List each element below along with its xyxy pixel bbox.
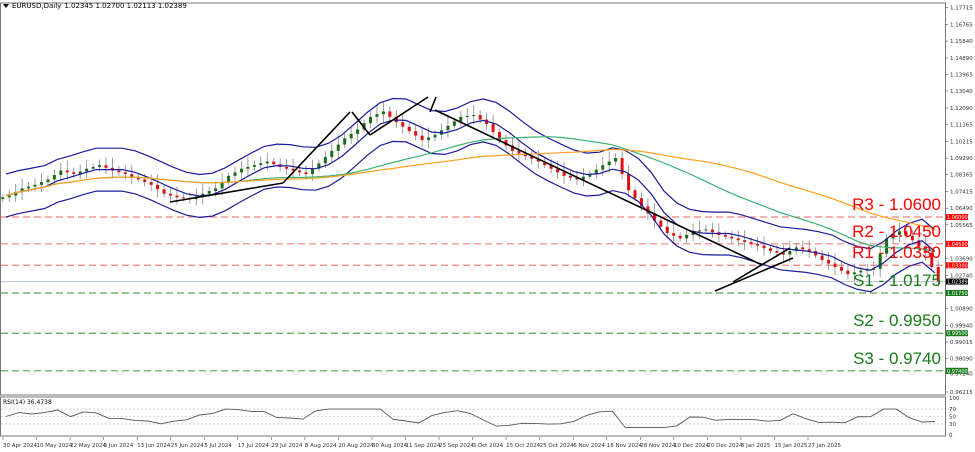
dropdown-triangle-icon[interactable] — [3, 4, 9, 8]
price-axis-label: 1.15840 — [950, 39, 973, 45]
level-price-tag: 1.01750 — [947, 291, 968, 297]
date-axis-label: 11 Sep 2024 — [406, 443, 441, 449]
rsi-axis-label: 0 — [949, 433, 953, 439]
date-axis-label: 29 Jul 2024 — [271, 443, 303, 449]
level-label-s1: S1 - 1.0175 — [853, 271, 941, 290]
level-price-tag: 0.97400 — [947, 369, 968, 375]
price-axis-label: 1.09290 — [950, 156, 973, 162]
price-axis-label: 1.00890 — [950, 306, 973, 312]
trendline — [369, 96, 429, 136]
price-axis-label: 1.08365 — [950, 173, 973, 179]
date-axis-label: 5 Jul 2024 — [204, 443, 232, 449]
date-axis-label: 3 Oct 2024 — [473, 443, 504, 449]
date-axis-label: 28 Nov 2024 — [640, 443, 676, 449]
date-axis-label: 20 Dec 2024 — [707, 443, 743, 449]
trendline — [434, 109, 763, 266]
trendline — [714, 257, 794, 292]
date-axis-label: 20 Aug 2024 — [338, 443, 374, 449]
date-axis-label: 3 Jun 2024 — [104, 443, 134, 449]
rsi-axis-label: 30 — [949, 422, 956, 428]
price-axis-label: 1.10215 — [950, 140, 973, 146]
price-axis-label: 1.16765 — [950, 22, 973, 28]
price-axis-label: 0.99015 — [950, 340, 973, 346]
ma-green — [5, 136, 936, 253]
level-price-tag: 1.03300 — [947, 263, 968, 269]
date-axis-label: 6 Nov 2024 — [573, 443, 605, 449]
price-axis-label: 0.98090 — [950, 356, 973, 362]
rsi-axis-label: 100 — [949, 396, 960, 402]
rsi-axis-label: 70 — [949, 407, 956, 413]
date-axis-label: 13 Jun 2024 — [137, 443, 171, 449]
symbol-label: EURUSD,Daily — [12, 2, 62, 10]
current-price-tag: 1.02389 — [947, 280, 968, 286]
date-axis-label: 17 Jul 2024 — [238, 443, 270, 449]
date-axis-label: 23 Sep 2024 — [439, 443, 474, 449]
chart-header: EURUSD,Daily 1.02345 1.02700 1.02113 1.0… — [3, 2, 187, 10]
price-axis-label: 1.13040 — [950, 89, 973, 95]
date-axis-label: 30 Aug 2024 — [372, 443, 408, 449]
level-label-r3: R3 - 1.0600 — [852, 195, 941, 214]
ma-orange — [5, 148, 936, 231]
rsi-line — [5, 408, 936, 429]
date-axis-label: 25 Oct 2024 — [540, 443, 575, 449]
price-axis-label: 1.05565 — [950, 223, 973, 229]
level-price-tag: 0.99500 — [947, 331, 968, 337]
date-axis-label: 18 Nov 2024 — [607, 443, 643, 449]
date-axis-label: 15 Jan 2025 — [774, 443, 807, 449]
date-axis-label: 30 Apr 2024 — [3, 443, 38, 449]
price-axis-label: 1.11165 — [950, 123, 973, 129]
trendline — [429, 96, 437, 113]
trendline — [169, 182, 284, 203]
bollinger-upper — [5, 97, 936, 250]
level-label-r2: R2 - 1.0450 — [852, 221, 941, 241]
level-label-s2: S2 - 0.9950 — [853, 311, 941, 331]
price-axis-label: 0.96215 — [950, 390, 973, 396]
date-axis-label: 10 May 2024 — [37, 443, 73, 449]
rsi-panel-frame — [0, 396, 946, 437]
level-price-tag: 1.04500 — [947, 242, 968, 248]
price-axis-label: 1.13965 — [950, 73, 973, 79]
level-price-tag: 1.06000 — [947, 215, 968, 221]
price-axis-label: 1.06490 — [950, 206, 973, 212]
price-axis-label: 1.12090 — [950, 106, 973, 112]
rsi-label: RSI(14) 36.4738 — [3, 399, 52, 406]
trendline — [282, 111, 351, 184]
bollinger-middle — [5, 119, 936, 271]
level-label-r1: R1 - 1.0330 — [852, 243, 941, 263]
price-axis-label: 1.07415 — [950, 190, 973, 196]
date-axis-label: 25 Jun 2024 — [171, 443, 205, 449]
date-axis-label: 8 Aug 2024 — [305, 443, 337, 449]
price-axis-label: 0.99940 — [950, 323, 973, 329]
trendline — [732, 247, 791, 283]
level-label-s3: S3 - 0.9740 — [853, 348, 941, 368]
candles — [1, 101, 940, 287]
date-axis-label: 15 Oct 2024 — [506, 443, 541, 449]
main-panel-frame — [0, 2, 946, 396]
ohlc-values: 1.02345 1.02700 1.02113 1.02389 — [64, 2, 187, 10]
date-axis-label: 27 Jan 2025 — [808, 443, 841, 449]
date-axis-label: 22 May 2024 — [70, 443, 106, 449]
price-axis-label: 1.14890 — [950, 56, 973, 62]
trendline — [351, 111, 371, 136]
price-axis-label: 0.97240 — [950, 372, 973, 378]
date-axis-label: 10 Dec 2024 — [674, 443, 710, 449]
price-axis-label: 1.03690 — [950, 256, 973, 262]
bollinger-lower — [5, 140, 936, 293]
price-axis-label: 1.02740 — [950, 273, 973, 279]
rsi-axis-label: 50 — [949, 415, 956, 421]
date-axis-label: 3 Jan 2025 — [741, 443, 771, 449]
price-axis-label: 1.17715 — [950, 6, 973, 12]
